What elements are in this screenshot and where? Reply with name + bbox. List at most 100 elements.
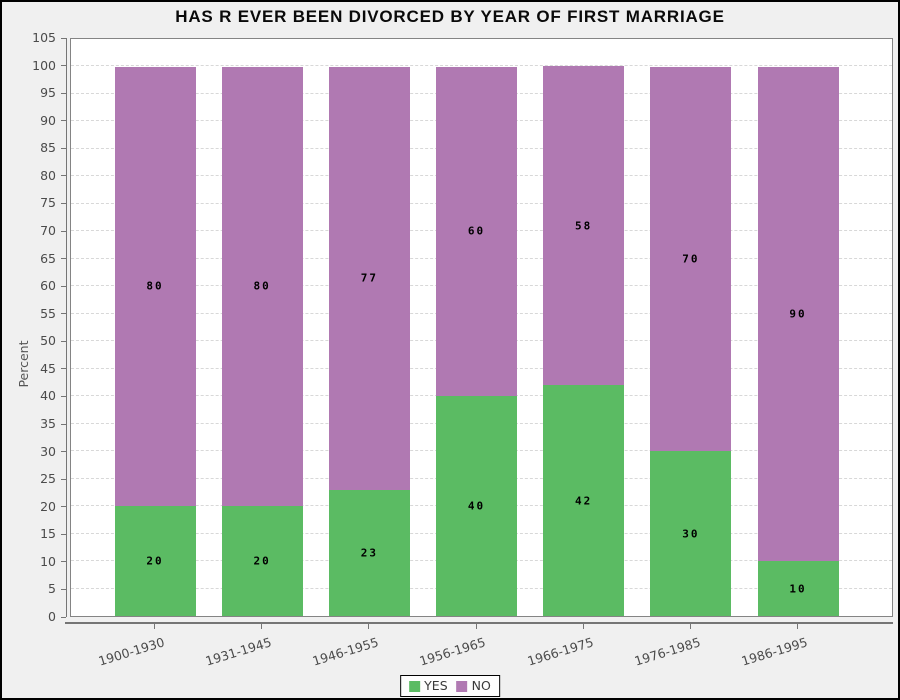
bar-segment-yes [650,451,732,616]
y-tick [61,533,66,535]
y-tick-label: 45 [40,360,56,376]
y-tick-label: 20 [40,498,56,514]
bar-value-label-no: 70 [682,252,700,266]
y-tick [61,120,66,122]
y-tick-label: 70 [40,223,56,239]
bar-group: 20 80 [221,39,303,616]
y-tick [61,230,66,232]
y-tick [61,313,66,315]
plot-area: 20 80 20 80 23 77 40 60 42 58 30 70 10 90 [70,38,893,617]
legend-item: YES [409,679,448,693]
y-tick-label: 30 [40,443,56,459]
bar-segment-no [436,66,517,397]
bar-group: 10 90 [757,39,839,616]
gridline [71,65,892,67]
y-tick [61,368,66,370]
bar-value-label-no: 58 [575,219,593,233]
y-tick-label: 95 [40,85,56,101]
bar-value-label-yes: 42 [575,494,593,508]
y-tick [61,258,66,260]
y-tick-label: 50 [40,333,56,349]
bar-value-label-no: 77 [360,271,378,285]
y-tick-label: 5 [48,581,56,597]
legend-label: NO [471,678,491,693]
legend-item: NO [456,678,491,693]
x-tick [368,623,370,629]
y-tick [61,202,66,204]
y-tick [61,451,66,453]
y-tick-label: 15 [40,526,56,542]
y-tick [61,588,66,590]
bar-group: 42 58 [543,39,625,616]
bar-value-label-no: 80 [146,279,164,293]
y-tick-label: 40 [40,388,56,404]
bar-segment-yes [543,385,625,616]
bar-group: 40 60 [436,39,517,616]
y-tick-label: 35 [40,416,56,432]
bar-value-label-no: 90 [789,307,807,321]
y-tick-label: 85 [40,140,56,156]
y-tick-label: 105 [32,30,56,45]
y-tick-label: 55 [40,305,56,321]
bar-segment-yes [757,561,839,616]
x-tick-label: 1976-1985 [632,634,702,669]
y-tick [61,340,66,342]
y-tick [61,616,66,618]
bar-value-label-no: 80 [253,279,271,293]
legend-swatch-yes [409,680,421,692]
y-tick-label: 25 [40,471,56,487]
y-tick [61,395,66,397]
bar-value-label-no: 60 [467,224,486,238]
x-tick-label: 1900-1930 [96,634,167,669]
bar-value-label-yes: 40 [467,499,486,513]
x-tick-label: 1956-1965 [418,634,488,669]
x-tick-label: 1931-1945 [203,634,274,669]
bar-value-label-yes: 20 [146,554,164,568]
y-axis: Percent 0 5 10 15 20 25 30 35 40 45 50 55 60 65 70 75 80… [2,31,67,624]
chart-title: HAS R EVER BEEN DIVORCED BY YEAR OF FIRS… [175,7,725,26]
x-tick [582,623,584,629]
y-tick-label: 90 [40,112,56,128]
x-tick [154,623,155,629]
bar-group: 30 70 [650,39,732,616]
bar-value-label-yes: 30 [682,527,700,541]
y-tick-label: 75 [40,195,56,211]
bar-value-label-yes: 20 [253,554,271,568]
y-tick-label: 100 [32,57,56,73]
y-tick [61,92,66,94]
bar-segment-yes [221,506,303,616]
y-tick-label: 60 [40,278,56,294]
y-tick [61,561,66,563]
x-tick [475,623,477,629]
y-tick [61,285,66,287]
y-tick [61,478,66,480]
bar-segment-yes [114,506,196,616]
y-tick [61,37,66,39]
bar-segment-yes [436,396,517,616]
x-axis-line [65,622,893,624]
y-tick [61,423,66,425]
y-tick-label: 65 [40,250,56,266]
bar-segment-no [221,66,303,507]
y-tick [61,147,66,149]
x-axis: 1900-1930 1931-1945 1946-1955 1956-1965 1966… [65,622,893,682]
y-tick [61,175,66,177]
y-tick-label: 10 [40,553,56,569]
legend: YES NO [400,675,500,697]
y-tick [61,506,66,508]
x-tick-label: 1946-1955 [310,634,381,669]
bar-group: 23 77 [328,39,410,616]
bar-value-label-yes: 23 [360,546,378,560]
bar-segment-no [757,66,839,562]
y-tick-label: 80 [40,167,56,183]
x-tick-label: 1966-1975 [525,634,595,669]
bar-value-label-yes: 10 [789,582,807,596]
x-tick [261,623,263,629]
bar-segment-no [328,66,410,490]
x-tick [797,623,798,629]
bar-segment-no [650,66,732,452]
bar-group: 20 80 [114,39,196,616]
y-tick [61,65,66,67]
x-tick-label: 1986-1995 [739,634,810,669]
